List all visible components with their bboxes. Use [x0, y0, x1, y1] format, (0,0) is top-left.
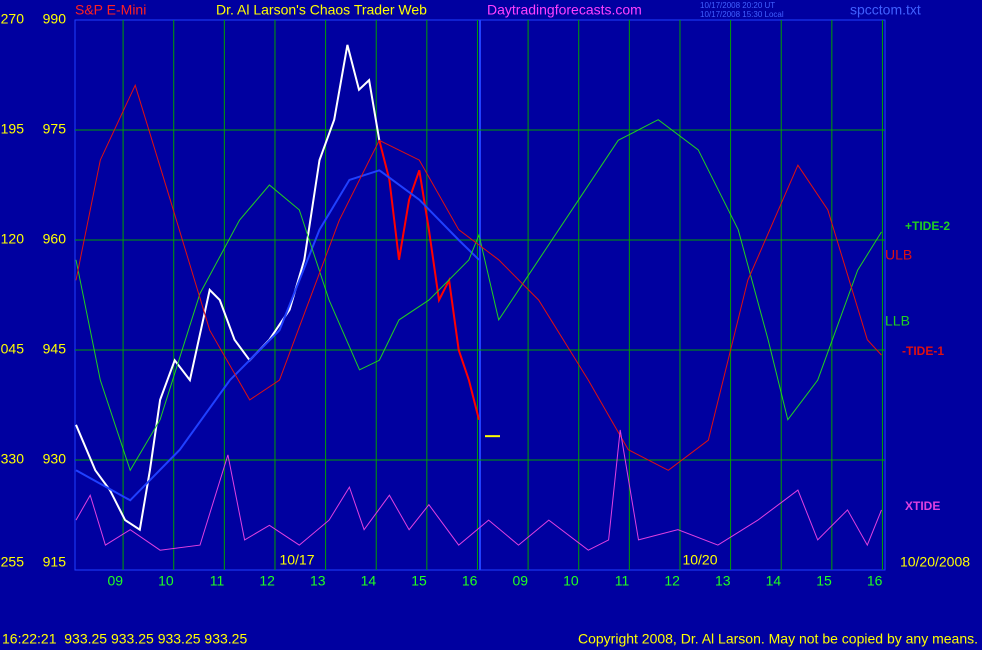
- series-line: [75, 119, 882, 472]
- x-tick-label: 16: [462, 573, 478, 589]
- date-label: 10/17: [279, 552, 314, 568]
- x-tick-label: 13: [310, 573, 326, 589]
- y-tick-label: 975: [43, 121, 67, 137]
- legend-label: +TIDE-2: [905, 219, 950, 233]
- legend-label: -TIDE-1: [902, 344, 944, 358]
- chart-title: Dr. Al Larson's Chaos Trader Web: [216, 2, 427, 18]
- x-tick-label: 10: [563, 573, 579, 589]
- band-label: ULB: [885, 247, 912, 263]
- copyright: Copyright 2008, Dr. Al Larson. May not b…: [578, 631, 978, 647]
- tide-scale-label: 270: [1, 11, 25, 27]
- x-tick-label: 14: [361, 573, 377, 589]
- y-tick-label: 990: [43, 11, 67, 27]
- site: Daytradingforecasts.com: [487, 2, 642, 18]
- file-name: spcctom.txt: [850, 2, 921, 18]
- x-tick-label: 15: [816, 573, 832, 589]
- x-tick-label: 11: [210, 573, 225, 589]
- date-label: 10/20/2008: [900, 554, 970, 570]
- timestamp: 10/17/2008 15:30 Local: [700, 10, 784, 19]
- instrument: S&P E-Mini: [75, 2, 146, 18]
- tide-scale-label: 255: [1, 554, 25, 570]
- band-label: LLB: [885, 313, 910, 329]
- status-line: 16:22:21 933.25 933.25 933.25 933.25: [2, 631, 247, 647]
- tide-scale-label: 120: [1, 231, 25, 247]
- legend-label: XTIDE: [905, 499, 940, 513]
- timestamp: 10/17/2008 20:20 UT: [700, 1, 775, 10]
- y-tick-label: 930: [43, 451, 67, 467]
- tide-scale-label: 330: [1, 451, 25, 467]
- x-tick-label: 15: [411, 573, 427, 589]
- date-label: 10/20: [682, 552, 717, 568]
- series-line: [378, 140, 480, 420]
- x-tick-label: 10: [158, 573, 174, 589]
- x-tick-label: 13: [715, 573, 731, 589]
- series-line: [75, 83, 882, 471]
- x-tick-label: 14: [766, 573, 782, 589]
- tide-scale-label: 195: [1, 121, 25, 137]
- x-tick-label: 09: [513, 573, 529, 589]
- series-line: [75, 169, 480, 502]
- x-tick-label: 11: [615, 573, 630, 589]
- y-tick-label: 945: [43, 341, 67, 357]
- y-tick-label: 915: [43, 554, 67, 570]
- x-tick-label: 16: [867, 573, 883, 589]
- tide-scale-label: 045: [1, 341, 25, 357]
- x-tick-label: 12: [664, 573, 680, 589]
- y-tick-label: 960: [43, 231, 67, 247]
- series-line: [75, 44, 381, 532]
- x-tick-label: 12: [259, 573, 275, 589]
- series-line: [75, 429, 882, 551]
- x-tick-label: 09: [108, 573, 124, 589]
